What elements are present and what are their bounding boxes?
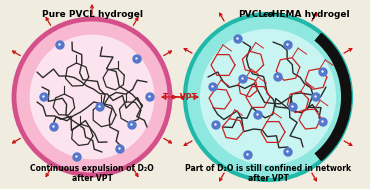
Circle shape (128, 121, 136, 129)
Circle shape (289, 103, 297, 111)
Circle shape (50, 123, 58, 131)
Wedge shape (268, 33, 351, 161)
Circle shape (212, 121, 220, 129)
Circle shape (284, 41, 292, 49)
Text: T > VPT: T > VPT (163, 92, 197, 101)
Text: Part of D₂O is still confined in network
after VPT: Part of D₂O is still confined in network… (185, 164, 351, 183)
Circle shape (284, 148, 292, 156)
Circle shape (254, 111, 262, 119)
Circle shape (319, 118, 327, 126)
Circle shape (73, 153, 81, 161)
Circle shape (244, 151, 252, 159)
Circle shape (319, 68, 327, 76)
Circle shape (234, 35, 242, 43)
Text: PVCL-: PVCL- (238, 10, 268, 19)
Text: co: co (262, 10, 274, 19)
Circle shape (200, 29, 336, 165)
Circle shape (239, 75, 247, 83)
Circle shape (40, 93, 48, 101)
Circle shape (116, 145, 124, 153)
Circle shape (195, 24, 341, 170)
Circle shape (200, 29, 336, 165)
Circle shape (209, 83, 217, 91)
Circle shape (56, 41, 64, 49)
Text: Pure PVCL hydrogel: Pure PVCL hydrogel (41, 10, 142, 19)
Circle shape (133, 55, 141, 63)
Circle shape (185, 14, 351, 180)
Text: -HEMA hydrogel: -HEMA hydrogel (268, 10, 350, 19)
Circle shape (274, 73, 282, 81)
Circle shape (30, 35, 154, 159)
Circle shape (146, 93, 154, 101)
Text: Continuous expulsion of D₂O
after VPT: Continuous expulsion of D₂O after VPT (30, 164, 154, 183)
Circle shape (96, 103, 104, 111)
Circle shape (312, 93, 320, 101)
Circle shape (14, 19, 170, 175)
